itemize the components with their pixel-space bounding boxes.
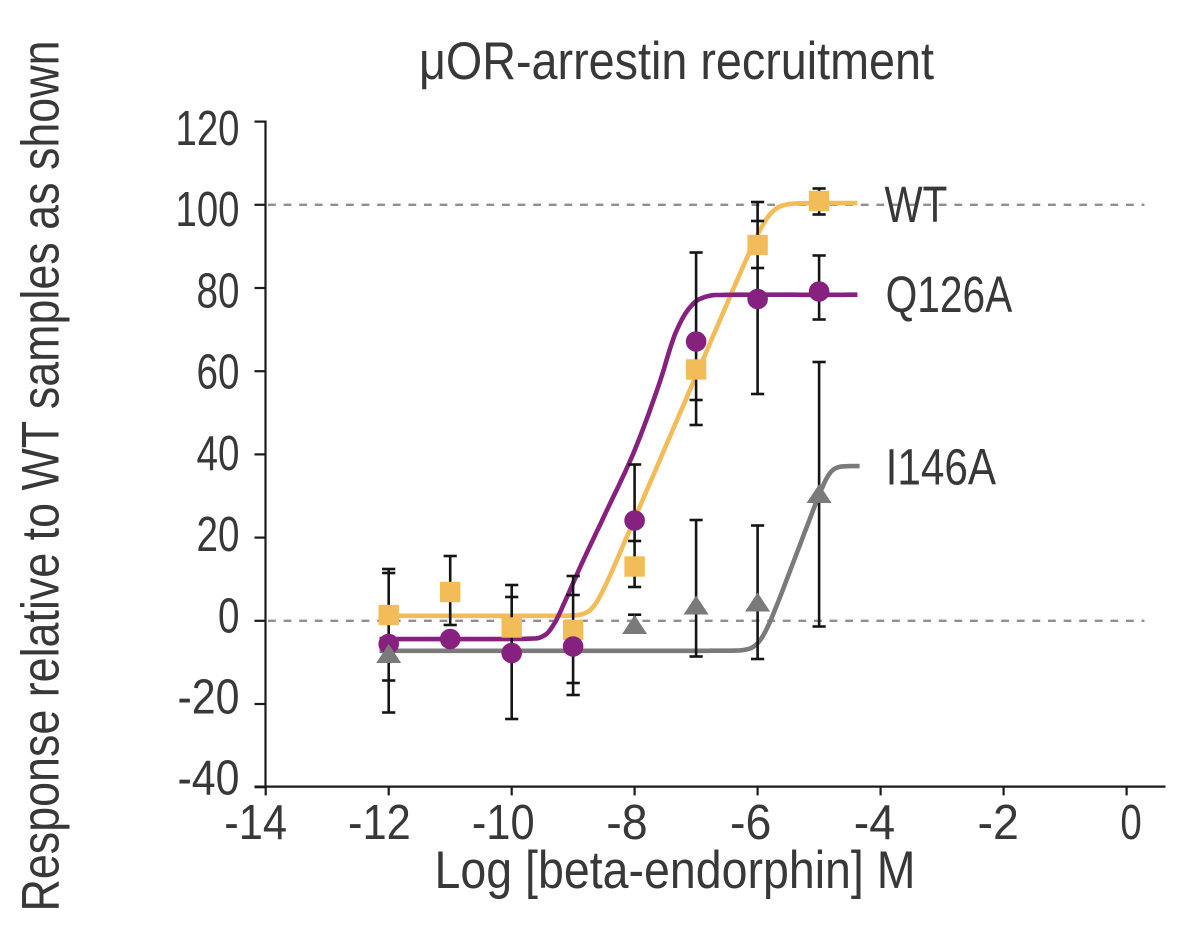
svg-text:-8: -8 bbox=[606, 796, 647, 850]
svg-text:100: 100 bbox=[176, 183, 240, 237]
svg-text:0: 0 bbox=[1120, 796, 1141, 850]
svg-text:-20: -20 bbox=[178, 671, 240, 725]
svg-text:60: 60 bbox=[197, 346, 240, 400]
svg-text:20: 20 bbox=[197, 508, 240, 562]
svg-text:120: 120 bbox=[176, 102, 240, 156]
svg-text:Log [beta-endorphin] M: Log [beta-endorphin] M bbox=[435, 841, 916, 900]
svg-text:80: 80 bbox=[197, 264, 240, 318]
svg-text:-2: -2 bbox=[978, 796, 1019, 850]
svg-text:μOR-arrestin recruitment: μOR-arrestin recruitment bbox=[419, 32, 934, 91]
svg-text:40: 40 bbox=[197, 427, 240, 481]
svg-text:0: 0 bbox=[218, 589, 240, 643]
svg-text:I146A: I146A bbox=[886, 439, 997, 496]
svg-text:-4: -4 bbox=[854, 796, 895, 850]
svg-text:-6: -6 bbox=[730, 796, 771, 850]
svg-text:Q126A: Q126A bbox=[886, 266, 1013, 323]
svg-text:-14: -14 bbox=[224, 796, 287, 850]
svg-text:-40: -40 bbox=[178, 752, 240, 806]
svg-text:Response relative to WT sample: Response relative to WT samples as shown bbox=[12, 41, 71, 912]
svg-text:WT: WT bbox=[885, 176, 948, 233]
svg-text:-12: -12 bbox=[348, 796, 411, 850]
svg-text:-10: -10 bbox=[472, 796, 535, 850]
